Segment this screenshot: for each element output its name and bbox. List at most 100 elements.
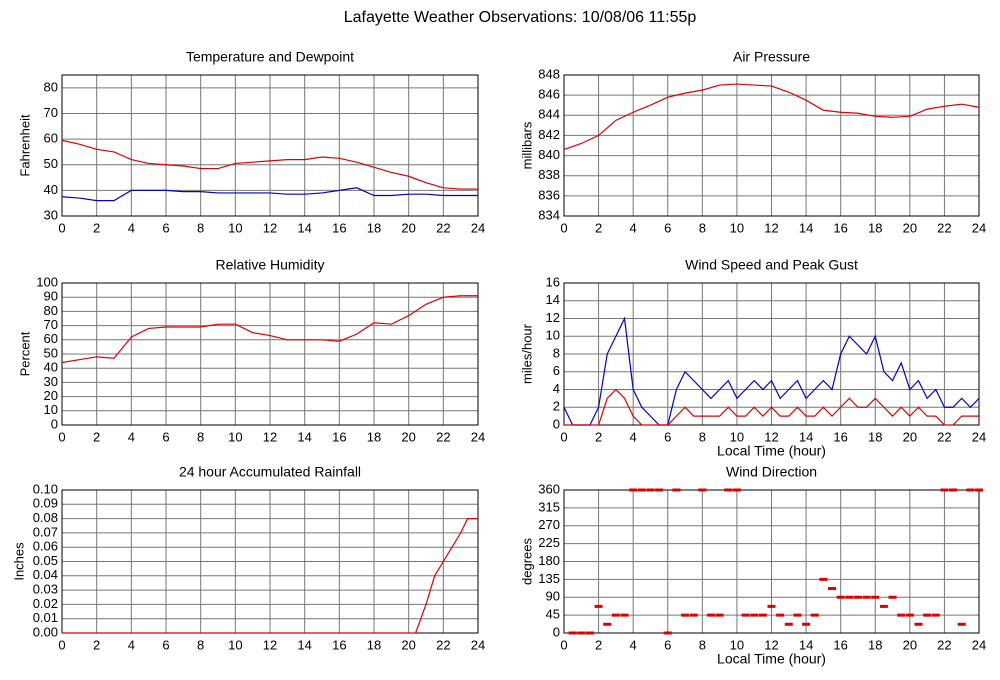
x-tick-label: 2: [93, 637, 100, 652]
data-point: [853, 595, 862, 599]
x-tick-label: 2: [595, 220, 602, 235]
y-tick-label: 270: [538, 517, 560, 532]
y-tick-label: 100: [36, 274, 58, 289]
data-point: [923, 613, 932, 617]
x-tick-label: 22: [436, 637, 450, 652]
y-tick-label: 360: [538, 481, 560, 496]
data-point: [879, 604, 888, 608]
y-tick-label: 50: [44, 156, 58, 171]
x-tick-label: 16: [833, 220, 847, 235]
data-point: [672, 488, 681, 492]
y-tick-label: 834: [538, 207, 560, 222]
x-tick-label: 4: [630, 220, 637, 235]
data-point: [914, 622, 923, 626]
x-tick-label: 24: [972, 637, 986, 652]
x-tick-label: 18: [367, 637, 381, 652]
y-tick-label: 836: [538, 187, 560, 202]
chart-title: Air Pressure: [733, 49, 810, 65]
x-tick-label: 12: [263, 220, 277, 235]
x-tick-label: 10: [228, 429, 242, 444]
y-axis-label: millibars: [519, 121, 534, 169]
data-point: [568, 631, 577, 635]
y-tick-label: 0.00: [33, 624, 58, 639]
data-point: [776, 613, 785, 617]
chart-title: Wind Direction: [726, 464, 817, 480]
data-point: [698, 488, 707, 492]
x-tick-label: 22: [436, 220, 450, 235]
x-tick-label: 0: [560, 220, 567, 235]
y-tick-label: 60: [44, 131, 58, 146]
y-tick-label: 315: [538, 499, 560, 514]
y-tick-label: 0.02: [33, 596, 58, 611]
data-point: [655, 488, 664, 492]
y-axis-label: Fahrenheit: [17, 114, 32, 177]
data-line: [61, 187, 478, 202]
x-tick-label: 6: [162, 637, 169, 652]
x-tick-label: 16: [833, 637, 847, 652]
data-point: [819, 577, 828, 581]
data-point: [940, 488, 949, 492]
y-tick-label: 20: [44, 388, 58, 403]
y-tick-label: 838: [538, 167, 560, 182]
data-point: [905, 613, 914, 617]
data-point: [750, 613, 759, 617]
x-tick-label: 16: [332, 220, 346, 235]
x-tick-label: 6: [162, 429, 169, 444]
y-tick-label: 848: [538, 66, 560, 81]
chart-title: Temperature and Dewpoint: [186, 49, 354, 65]
y-tick-label: 0.08: [33, 510, 58, 525]
x-tick-label: 14: [799, 220, 813, 235]
data-line: [61, 139, 478, 190]
data-point: [724, 488, 733, 492]
x-tick-label: 24: [471, 429, 485, 444]
x-tick-label: 20: [903, 637, 917, 652]
data-point: [715, 613, 724, 617]
y-tick-label: 80: [44, 303, 58, 318]
y-tick-label: 80: [44, 79, 58, 94]
x-tick-label: 18: [367, 220, 381, 235]
x-tick-label: 10: [730, 429, 744, 444]
data-point: [931, 613, 940, 617]
data-point: [741, 613, 750, 617]
x-tick-label: 14: [297, 637, 311, 652]
x-tick-label: 8: [197, 429, 204, 444]
y-tick-label: 70: [44, 317, 58, 332]
x-tick-label: 18: [367, 429, 381, 444]
x-tick-label: 0: [560, 429, 567, 444]
x-tick-label: 4: [128, 429, 135, 444]
x-tick-label: 22: [436, 429, 450, 444]
y-tick-label: 8: [553, 345, 560, 360]
y-tick-label: 40: [44, 360, 58, 375]
x-tick-label: 22: [937, 637, 951, 652]
x-tick-label: 24: [471, 220, 485, 235]
data-point: [620, 613, 629, 617]
x-tick-label: 8: [699, 637, 706, 652]
x-tick-label: 24: [972, 429, 986, 444]
y-tick-label: 70: [44, 105, 58, 120]
y-tick-label: 12: [546, 310, 560, 325]
data-point: [637, 488, 646, 492]
data-point: [975, 488, 983, 492]
x-tick-label: 12: [764, 637, 778, 652]
data-point: [784, 622, 793, 626]
x-tick-label: 22: [937, 429, 951, 444]
plot-frame: [61, 74, 479, 217]
y-tick-label: 844: [538, 107, 560, 122]
y-tick-label: 4: [553, 381, 560, 396]
x-tick-label: 8: [699, 220, 706, 235]
data-point: [706, 613, 715, 617]
x-tick-label: 24: [972, 220, 986, 235]
data-point: [758, 613, 767, 617]
x-axis-label: Local Time (hour): [717, 651, 826, 667]
data-line: [563, 316, 980, 426]
data-point: [585, 631, 594, 635]
x-tick-label: 4: [630, 429, 637, 444]
y-tick-label: 60: [44, 331, 58, 346]
y-tick-label: 16: [546, 274, 560, 289]
plot-frame: [563, 489, 980, 634]
x-tick-label: 6: [664, 220, 671, 235]
x-tick-label: 4: [128, 637, 135, 652]
y-tick-label: 40: [44, 182, 58, 197]
plot-frame: [563, 74, 980, 217]
